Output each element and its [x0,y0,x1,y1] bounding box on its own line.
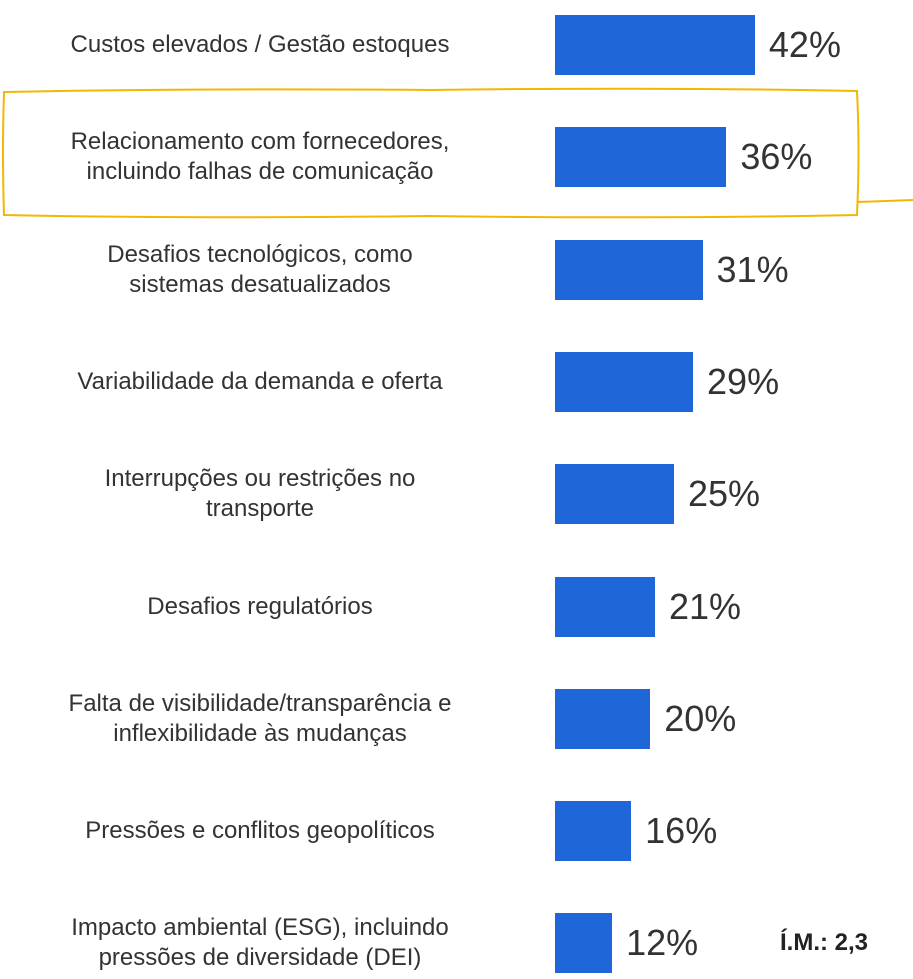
bar [555,801,632,862]
highlight-box [2,87,860,219]
highlight-connector [856,199,913,203]
annotation: Í.M.: 2,3 [780,929,869,956]
bar [555,239,703,300]
bar [555,15,755,75]
bar [555,351,694,412]
value-label: 20% [664,697,737,739]
category-label: Pressões e conflitos geopolíticos [85,817,435,845]
category-label: Variabilidade da demanda e oferta [77,367,443,395]
category-label: Desafios regulatórios [147,592,373,620]
value-label: 25% [688,473,761,515]
value-label: 31% [716,248,789,290]
value-label: 36% [740,136,813,178]
bar [555,913,613,974]
category-label: Falta de visibilidade/transparência e in… [68,689,452,747]
bar [555,464,674,525]
category-label: Custos elevados / Gestão estoques [70,31,450,58]
value-label: 12% [626,922,699,964]
bar [555,576,655,637]
value-label: 29% [707,360,780,402]
value-label: 42% [768,24,841,65]
category-label: Desafios tecnológicos, como sistemas des… [107,240,413,298]
category-label: Relacionamento com fornecedores, incluin… [70,128,450,186]
category-label: Impacto ambiental (ESG), incluindo press… [71,914,449,972]
bar [555,127,727,188]
category-label: Interrupções ou restrições no transporte [104,465,416,523]
bar [555,688,651,749]
value-label: 21% [668,585,742,627]
value-label: 16% [645,810,718,852]
